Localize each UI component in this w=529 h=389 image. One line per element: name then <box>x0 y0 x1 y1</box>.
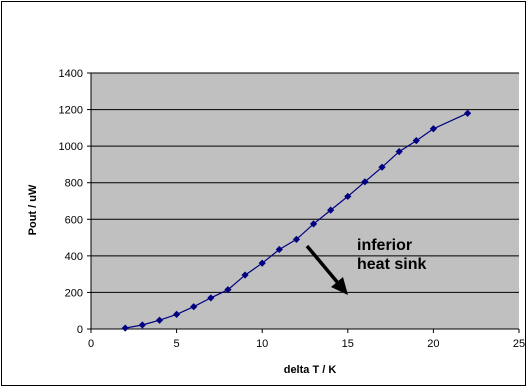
data-point <box>464 109 472 117</box>
annotation-arrow-shaft <box>305 244 340 285</box>
data-point <box>361 178 369 186</box>
grid-lines <box>91 72 519 293</box>
data-point <box>309 220 318 228</box>
x-axis-title: delta T / K <box>284 364 337 376</box>
x-tick-label: 0 <box>88 338 94 350</box>
annotation-line-2: heat sink <box>357 256 426 273</box>
data-point <box>173 310 181 318</box>
y-tick-label: 200 <box>65 287 83 299</box>
x-tick-label: 15 <box>342 338 354 350</box>
x-axis-ticks: 0 5 10 15 20 25 <box>88 329 525 350</box>
y-tick-label: 1000 <box>59 141 83 153</box>
data-point <box>241 271 249 279</box>
data-point <box>258 259 266 267</box>
data-point <box>344 192 352 201</box>
y-tick-label: 800 <box>65 178 83 190</box>
x-tick-label: 25 <box>513 338 525 350</box>
annotation-inferior-heat-sink: inferior heat sink <box>305 237 426 295</box>
annotation-line-1: inferior <box>357 237 412 254</box>
data-point <box>207 294 215 302</box>
axes <box>90 73 519 330</box>
y-tick-label: 1200 <box>59 105 83 117</box>
data-point <box>412 137 420 145</box>
y-tick-label: 600 <box>65 214 83 226</box>
x-tick-label: 5 <box>174 338 180 350</box>
y-axis-ticks: 0 200 400 600 800 1000 1200 1400 <box>59 68 91 336</box>
annotation-arrow-head <box>331 277 348 295</box>
y-tick-label: 400 <box>65 251 83 263</box>
data-point <box>378 163 386 171</box>
data-point <box>429 125 437 133</box>
series-markers <box>121 109 472 332</box>
data-point <box>190 303 198 311</box>
data-point <box>155 316 164 324</box>
data-point <box>327 206 335 214</box>
data-point <box>138 321 146 329</box>
data-point <box>121 324 129 332</box>
data-point <box>292 235 301 243</box>
x-tick-label: 20 <box>427 338 439 350</box>
series-line <box>125 112 468 329</box>
y-tick-label: 0 <box>77 324 83 336</box>
data-point <box>224 286 232 294</box>
x-tick-label: 10 <box>256 338 268 350</box>
data-point <box>275 245 283 254</box>
y-tick-label: 1400 <box>59 68 83 80</box>
data-point <box>395 148 403 156</box>
y-axis-title: Pout / uW <box>27 184 39 235</box>
plot-area <box>91 73 519 329</box>
